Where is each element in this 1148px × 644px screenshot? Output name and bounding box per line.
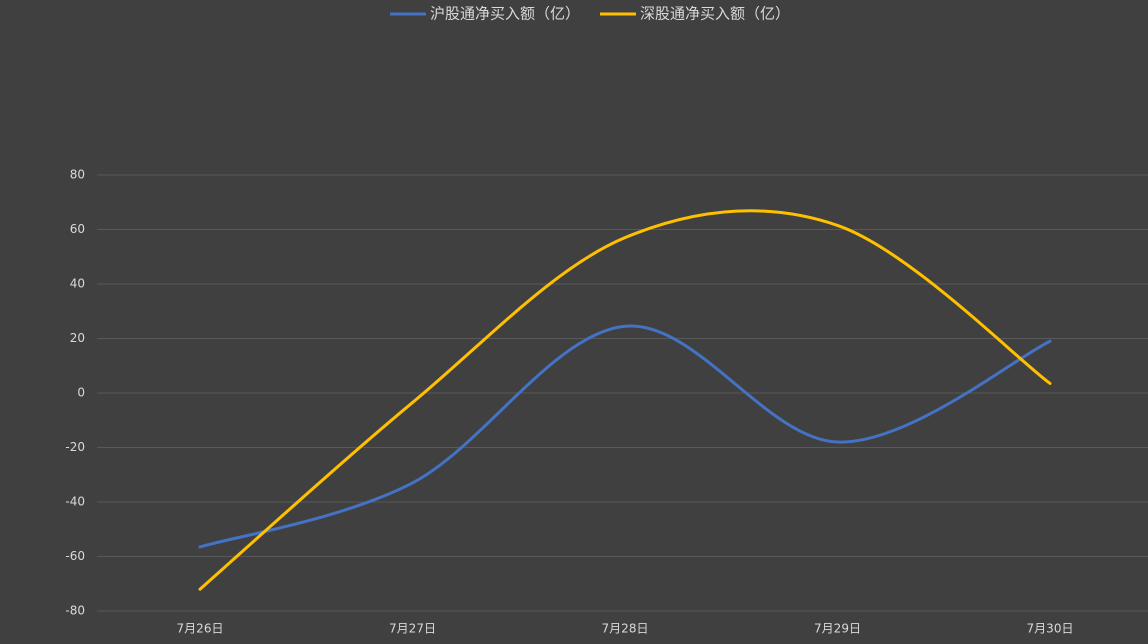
x-tick-label: 7月30日	[1027, 622, 1074, 636]
y-tick-label: 0	[77, 386, 85, 400]
x-tick-label: 7月29日	[814, 622, 861, 636]
x-tick-label: 7月28日	[602, 622, 649, 636]
y-tick-label: 80	[70, 168, 85, 182]
y-tick-label: -80	[65, 604, 85, 618]
legend-label: 沪股通净买入额（亿）	[430, 5, 580, 23]
series-line	[198, 324, 1052, 549]
y-tick-label: 20	[70, 331, 85, 345]
x-tick-label: 7月27日	[389, 622, 436, 636]
y-tick-label: -60	[65, 549, 85, 563]
y-tick-label: -40	[65, 495, 85, 509]
y-tick-label: 60	[70, 222, 85, 236]
x-tick-label: 7月26日	[177, 622, 224, 636]
series-line	[198, 209, 1052, 591]
y-tick-label: 40	[70, 277, 85, 291]
y-tick-label: -20	[65, 440, 85, 454]
legend-label: 深股通净买入额（亿）	[640, 5, 790, 23]
